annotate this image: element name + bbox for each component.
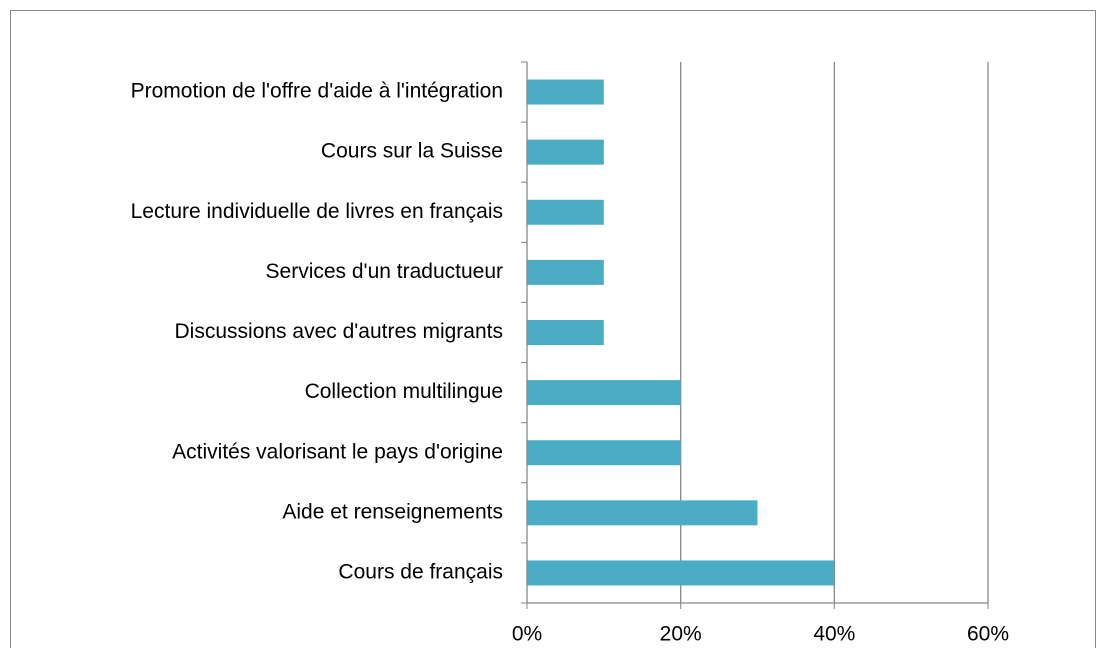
bar: [527, 79, 604, 105]
bar: [527, 500, 758, 526]
y-tick-label: Services d'un traductueur: [266, 260, 503, 283]
y-tick-label: Promotion de l'offre d'aide à l'intégrat…: [131, 80, 503, 103]
x-tick-label: 60%: [967, 623, 1009, 646]
x-tick-label: 0%: [512, 623, 542, 646]
y-tick-label: Cours de français: [338, 560, 503, 583]
y-tick-label: Collection multilingue: [305, 380, 503, 403]
y-tick-label: Aide et renseignements: [282, 500, 503, 523]
y-tick-label: Activités valorisant le pays d'origine: [172, 440, 503, 463]
bar: [527, 560, 835, 586]
bar: [527, 440, 681, 466]
x-tick-label: 40%: [813, 623, 855, 646]
x-tick-label: 20%: [660, 623, 702, 646]
chart-frame: [10, 10, 1096, 648]
y-tick-label: Lecture individuelle de livres en frança…: [131, 200, 503, 223]
y-tick-label: Cours sur la Suisse: [321, 140, 503, 163]
y-tick-label: Discussions avec d'autres migrants: [175, 320, 503, 343]
bar: [527, 380, 681, 406]
bar: [527, 320, 604, 345]
bar: [527, 199, 604, 225]
bar: [527, 259, 604, 285]
bar: [527, 139, 604, 165]
